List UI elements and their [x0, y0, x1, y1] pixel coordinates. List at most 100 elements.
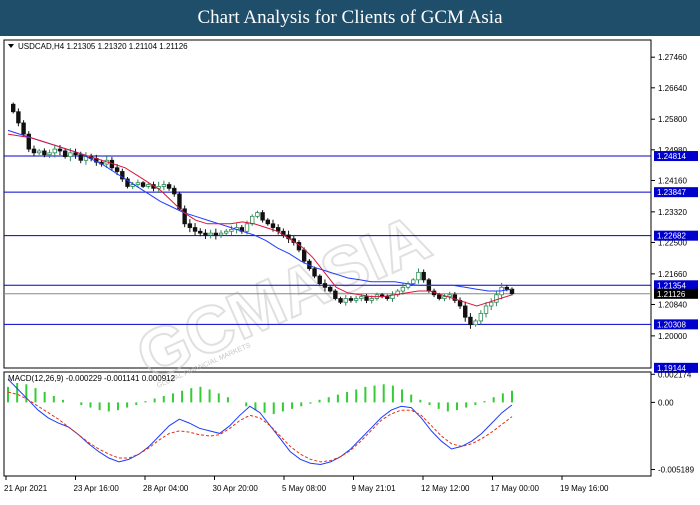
candle-bear	[364, 296, 369, 301]
candle-bear	[421, 271, 426, 281]
candle-bear	[301, 249, 307, 262]
candle-bull	[250, 215, 255, 225]
candle-bear	[42, 150, 47, 156]
candle-bull	[135, 182, 141, 185]
candle-bull	[218, 232, 224, 236]
candle-bear	[463, 305, 468, 318]
candle-bull	[411, 279, 416, 284]
candle-bull	[130, 184, 135, 187]
time-axis-tick-label: 9 May 21:01	[352, 484, 397, 493]
macd-axis-tick-label: 0.002174	[658, 370, 692, 379]
price-axis-tick-label: 1.27460	[658, 53, 687, 62]
candle-bull	[255, 212, 260, 217]
candle-bull	[208, 232, 213, 236]
time-axis-tick-label: 23 Apr 16:00	[74, 484, 120, 493]
candle-bear	[452, 294, 458, 301]
candle-bull	[52, 148, 57, 154]
candle-bear	[16, 111, 21, 124]
candle-bear	[26, 133, 31, 150]
price-axis-tick-label: 1.23320	[658, 208, 687, 217]
candle-bear	[260, 212, 265, 221]
time-axis-tick-label: 21 Apr 2021	[4, 484, 48, 493]
candle-bull	[343, 298, 348, 303]
candle-bull	[353, 298, 359, 301]
candle-bear	[333, 290, 338, 299]
candle-bull	[224, 230, 229, 234]
candle-bear	[120, 171, 125, 180]
candle-bear	[140, 182, 146, 187]
candle-bull	[478, 313, 484, 322]
dropdown-triangle-icon	[8, 44, 14, 48]
candle-bull	[473, 320, 478, 326]
candle-bear	[312, 268, 317, 277]
candle-bull	[36, 150, 42, 154]
level-label-box	[654, 187, 698, 198]
candle-bear	[437, 294, 442, 299]
candle-bull	[359, 296, 364, 299]
price-axis-tick-label: 1.21660	[658, 270, 687, 279]
level-label-box	[654, 151, 698, 162]
candle-bull	[369, 298, 374, 301]
candle-bull	[494, 294, 499, 303]
candle-bull	[244, 223, 250, 232]
current-price-label: 1.21126	[657, 290, 686, 299]
candle-bear	[187, 223, 193, 228]
price-axis-tick-label: 1.20000	[658, 332, 687, 341]
level-label-box	[654, 280, 698, 291]
candle-bear	[31, 148, 37, 154]
level-label: 1.22682	[657, 232, 686, 241]
candle-bear	[114, 167, 120, 172]
candle-bear	[73, 152, 78, 156]
candle-bull	[47, 152, 52, 156]
level-label: 1.21354	[657, 281, 686, 290]
chart-area: GCMASIA GLOBAL FINANCIAL MARKETS 1.27460 1.…	[0, 36, 700, 500]
time-axis-tick-label: 28 Apr 04:00	[143, 484, 189, 493]
price-axis-tick-label: 1.20840	[658, 300, 687, 309]
level-label-box	[654, 230, 698, 241]
current-price-label-box	[654, 288, 698, 299]
price-panel-frame	[3, 39, 652, 369]
candle-bear	[468, 316, 473, 326]
macd-panel-frame	[3, 371, 652, 477]
level-label: 1.24814	[657, 152, 686, 161]
candle-bear	[10, 103, 16, 113]
candle-bull	[447, 294, 452, 298]
level-label-box	[654, 362, 698, 373]
level-label: 1.19144	[657, 364, 686, 373]
candle-bear	[322, 283, 328, 288]
chart-banner: Chart Analysis for Clients of GCM Asia	[0, 0, 700, 36]
time-axis-tick-label: 19 May 16:00	[560, 484, 609, 493]
macd-main-line	[7, 378, 513, 466]
candle-bear	[182, 208, 187, 225]
candle-bear	[213, 232, 219, 236]
banner-title: Chart Analysis for Clients of GCM Asia	[197, 7, 503, 28]
candle-bear	[198, 230, 203, 234]
level-label: 1.23847	[657, 188, 686, 197]
ma-slow-line	[7, 129, 513, 292]
candle-bear	[192, 227, 198, 232]
candle-bear	[317, 275, 322, 284]
price-axis-tick-label: 1.24980	[658, 146, 687, 155]
level-label-box	[654, 319, 698, 330]
candle-bull	[483, 305, 489, 314]
candle-bear	[265, 219, 270, 225]
ma-fast-line	[7, 133, 513, 307]
macd-info: MACD(12,26,9) -0.000229 -0.001141 0.0009…	[8, 374, 176, 383]
candle-bull	[489, 301, 494, 307]
time-axis-tick-label: 5 May 08:00	[282, 484, 327, 493]
candle-bear	[57, 148, 63, 152]
candle-bear	[504, 286, 510, 290]
time-axis-tick-label: 17 May 00:00	[491, 484, 540, 493]
time-axis-tick-label: 12 May 12:00	[421, 484, 470, 493]
candle-bear	[203, 232, 208, 236]
candle-bear	[166, 184, 172, 189]
candle-bull	[416, 271, 421, 281]
candle-bear	[385, 296, 390, 299]
macd-signal-line	[7, 391, 513, 463]
candle-bull	[400, 286, 406, 292]
candle-bear	[62, 150, 68, 157]
candle-bear	[327, 286, 333, 292]
macd-axis-tick-label: -0.005189	[658, 466, 695, 475]
candle-bear	[78, 154, 83, 161]
